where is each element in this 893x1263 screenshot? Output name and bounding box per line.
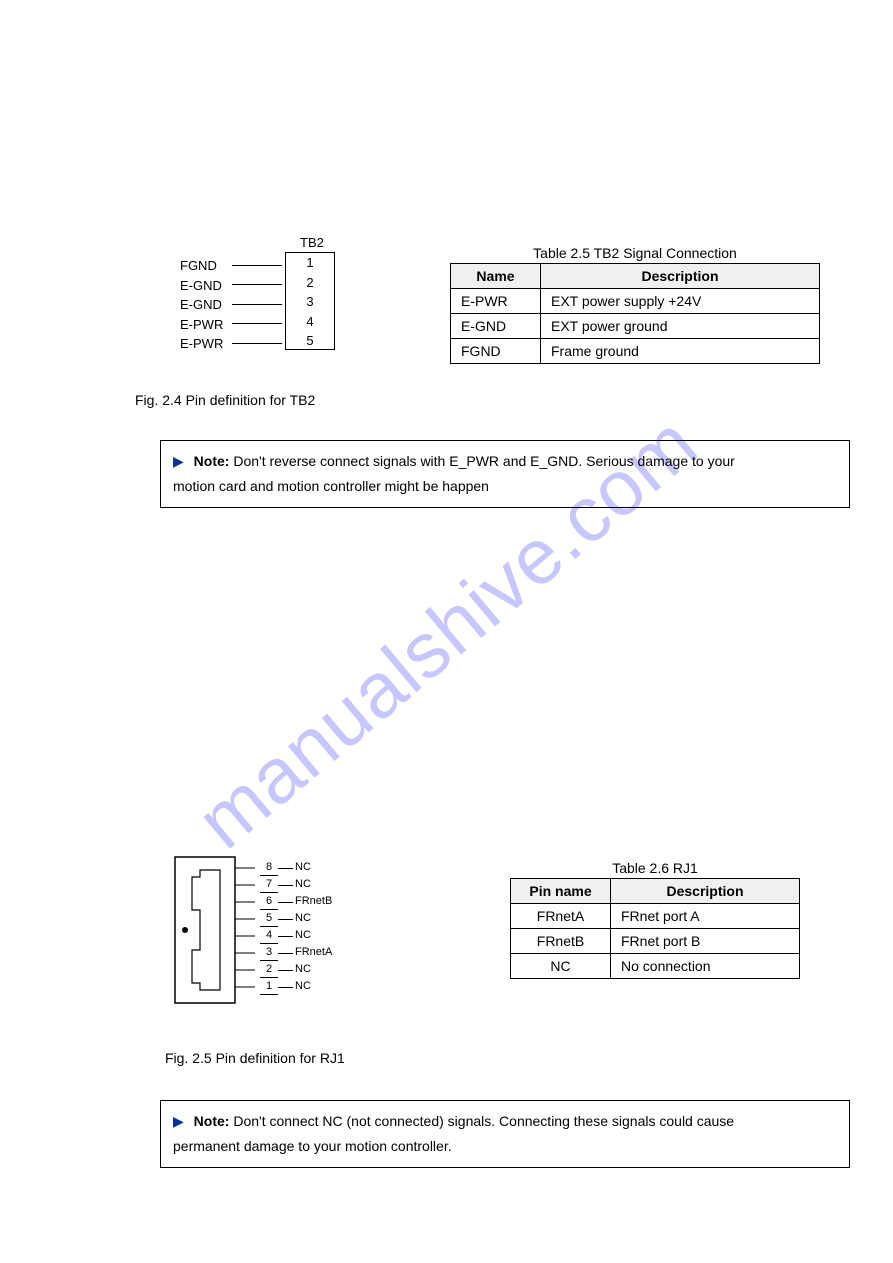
note2-box: ▶ Note: Don't connect NC (not connected)… [160,1100,850,1168]
note2-label: Note: [194,1113,230,1129]
table-cell: FRnet port B [611,929,800,954]
table-cell: No connection [611,954,800,979]
tb2-pin-num: 5 [286,331,334,351]
tb2-label: TB2 [300,235,324,250]
tb2-wire [232,343,282,344]
tb2-connector-box: 1 2 3 4 5 [285,252,335,350]
table25-wrap: Table 2.5 TB2 Signal Connection Name Des… [450,245,820,364]
fig25-caption: Fig. 2.5 Pin definition for RJ1 [165,1050,345,1066]
table25-header: Description [541,264,820,289]
tb2-wire [232,284,282,285]
rj1-pin-num: 8 [260,859,278,876]
tb2-wire [232,265,282,266]
table25-title: Table 2.5 TB2 Signal Connection [450,245,820,261]
table-cell: E-GND [451,314,541,339]
table-cell: EXT power ground [541,314,820,339]
table-row: FGND Frame ground [451,339,820,364]
note1-box: ▶ Note: Don't reverse connect signals wi… [160,440,850,508]
rj1-pin-num: 4 [260,927,278,944]
table-cell: FRnetB [511,929,611,954]
table26-wrap: Table 2.6 RJ1 Pin name Description FRnet… [510,860,800,979]
table-row: E-PWR EXT power supply +24V [451,289,820,314]
rj1-wire [278,919,293,920]
table-row: E-GND EXT power ground [451,314,820,339]
table-cell: EXT power supply +24V [541,289,820,314]
table25-header: Name [451,264,541,289]
rj1-wire [278,868,293,869]
table26-title: Table 2.6 RJ1 [510,860,800,876]
note2-text2: permanent damage to your motion controll… [173,1138,452,1154]
table-row: FRnetB FRnet port B [511,929,800,954]
rj1-wire [278,936,293,937]
note-icon: ▶ [173,453,184,469]
note1-text2: motion card and motion controller might … [173,478,489,494]
rj1-pin-num: 7 [260,876,278,893]
tb2-pin-name: E-GND [180,295,223,315]
rj1-pin-name: NC [295,961,332,978]
tb2-pin-num: 2 [286,273,334,293]
rj1-pin-name: FRnetB [295,893,332,910]
tb2-pin-num: 4 [286,312,334,332]
note-icon: ▶ [173,1113,184,1129]
rj1-pin-name: NC [295,876,332,893]
table-cell: FRnetA [511,904,611,929]
rj1-pin-numbers: 8 7 6 5 4 3 2 1 [260,859,278,995]
tb2-pin-name: E-GND [180,276,223,296]
rj1-wire [278,987,293,988]
rj1-wire [278,953,293,954]
rj1-wire [278,902,293,903]
note2-text1: Don't connect NC (not connected) signals… [233,1113,734,1129]
table-row: NC No connection [511,954,800,979]
rj1-connector-icon [170,855,255,1005]
rj1-wire [278,885,293,886]
tb2-pin-names: FGND E-GND E-GND E-PWR E-PWR [180,256,223,354]
rj1-pin-num: 1 [260,978,278,995]
table-cell: NC [511,954,611,979]
rj1-pin-name: NC [295,859,332,876]
table-row: FRnetA FRnet port A [511,904,800,929]
tb2-pin-name: E-PWR [180,315,223,335]
table-cell: FGND [451,339,541,364]
tb2-pin-name: FGND [180,256,223,276]
table26: Pin name Description FRnetA FRnet port A… [510,878,800,979]
rj1-pin-names: NC NC FRnetB NC NC FRnetA NC NC [295,859,332,995]
rj1-pin-name: NC [295,927,332,944]
table-cell: E-PWR [451,289,541,314]
table-cell: Frame ground [541,339,820,364]
note1-label: Note: [194,453,230,469]
rj1-pin-num: 5 [260,910,278,927]
tb2-pin-num: 1 [286,253,334,273]
rj1-pin-name: NC [295,910,332,927]
tb2-pin-num: 3 [286,292,334,312]
rj1-pin-name: FRnetA [295,944,332,961]
note1-text1: Don't reverse connect signals with E_PWR… [233,453,734,469]
table26-header: Description [611,879,800,904]
tb2-wire [232,323,282,324]
tb2-pin-name: E-PWR [180,334,223,354]
fig24-caption: Fig. 2.4 Pin definition for TB2 [135,392,315,408]
table25: Name Description E-PWR EXT power supply … [450,263,820,364]
rj1-pin-name: NC [295,978,332,995]
table26-header: Pin name [511,879,611,904]
rj1-pin-num: 2 [260,961,278,978]
rj1-pin-num: 3 [260,944,278,961]
rj1-wire [278,970,293,971]
tb2-wire [232,304,282,305]
table-cell: FRnet port A [611,904,800,929]
rj1-pin-num: 6 [260,893,278,910]
